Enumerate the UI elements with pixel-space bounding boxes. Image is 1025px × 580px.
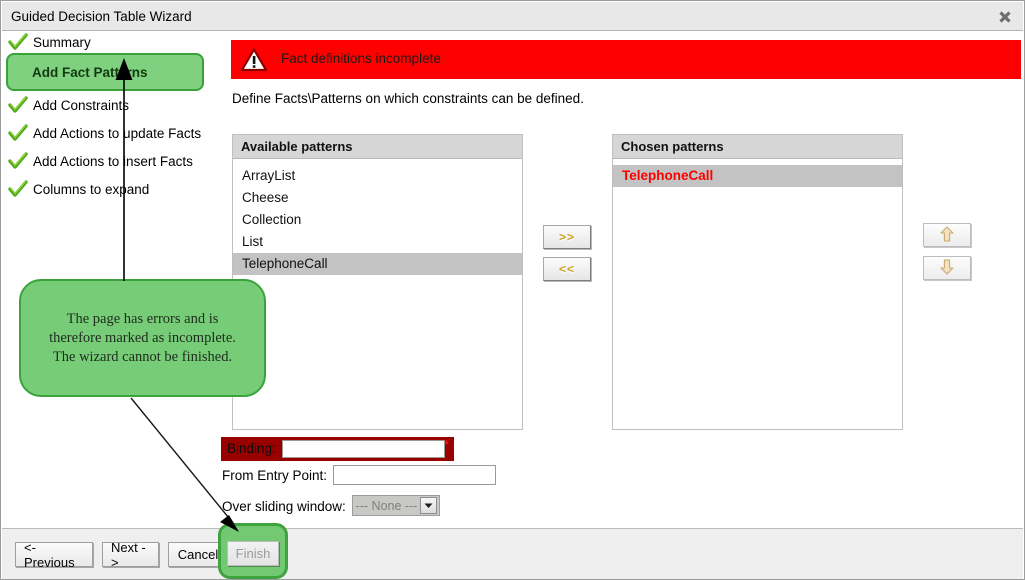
move-up-button[interactable] (923, 223, 971, 247)
sidebar-item-add-constraints[interactable]: Add Constraints (8, 94, 208, 116)
next-button[interactable]: Next -> (102, 540, 159, 570)
window-title: Guided Decision Table Wizard (11, 9, 192, 24)
wizard-footer: <- Previous Next -> Cancel (2, 528, 1023, 579)
checkmark-icon (8, 152, 28, 170)
checkmark-icon (8, 33, 28, 51)
window-titlebar: Guided Decision Table Wizard (2, 2, 1023, 31)
sidebar-item-summary[interactable]: Summary (8, 31, 208, 53)
remove-pattern-button[interactable]: << (543, 257, 591, 281)
entry-point-input[interactable] (333, 465, 496, 485)
list-item-selected[interactable]: TelephoneCall (233, 253, 522, 275)
close-icon[interactable] (997, 9, 1013, 25)
available-patterns-list[interactable]: ArrayList Cheese Collection List Telepho… (233, 159, 522, 275)
add-pattern-button[interactable]: >> (543, 225, 591, 249)
sidebar-item-label: Summary (33, 34, 91, 50)
annotation-callout-text: The page has errors and is therefore mar… (49, 310, 236, 365)
arrow-down-icon (940, 258, 954, 278)
required-asterisk: * (443, 437, 449, 452)
available-patterns-header: Available patterns (233, 135, 522, 159)
sidebar-item-label: Add Constraints (33, 97, 130, 113)
chosen-patterns-list[interactable]: TelephoneCall (613, 159, 902, 187)
sliding-window-value: --- None --- (355, 498, 418, 513)
warning-triangle-icon (240, 48, 268, 72)
checkmark-icon (8, 124, 28, 142)
sidebar-item-columns-to-expand[interactable]: Columns to expand (8, 178, 208, 200)
binding-row: Binding: * (221, 437, 454, 461)
sliding-window-select[interactable]: --- None --- (352, 495, 440, 516)
page-description: Define Facts\Patterns on which constrain… (232, 91, 584, 106)
chevron-down-icon (420, 497, 437, 514)
entry-point-label: From Entry Point: (222, 468, 328, 483)
chosen-patterns-header: Chosen patterns (613, 135, 902, 159)
sidebar-item-label: Add Fact Patterns (32, 64, 148, 80)
list-item[interactable]: List (242, 234, 264, 249)
error-banner: Fact definitions incomplete (231, 40, 1021, 79)
checkmark-icon (8, 180, 28, 198)
checkmark-icon (8, 96, 28, 114)
move-down-button[interactable] (923, 256, 971, 280)
sidebar-item-label: Add Actions to update Facts (33, 125, 202, 141)
list-item[interactable]: Collection (242, 212, 302, 227)
list-item[interactable]: Cheese (242, 190, 289, 205)
sliding-window-label: Over sliding window: (222, 499, 346, 514)
arrow-up-icon (940, 225, 954, 245)
binding-input[interactable] (282, 440, 445, 458)
sidebar-item-add-actions-update-facts[interactable]: Add Actions to update Facts (8, 122, 208, 144)
annotation-callout: The page has errors and is therefore mar… (19, 279, 266, 397)
sidebar-item-add-actions-insert-facts[interactable]: Add Actions to insert Facts (8, 150, 208, 172)
previous-button[interactable]: <- Previous (15, 540, 93, 570)
list-item[interactable]: ArrayList (242, 168, 296, 183)
binding-label: Binding: (227, 441, 276, 456)
wizard-page: Fact definitions incomplete Define Facts… (216, 31, 1023, 527)
list-item-selected[interactable]: TelephoneCall (613, 165, 902, 187)
sidebar-item-add-fact-patterns[interactable]: Add Fact Patterns (6, 53, 204, 91)
error-message: Fact definitions incomplete (281, 51, 441, 66)
sidebar-item-label: Columns to expand (33, 181, 150, 197)
chosen-patterns-panel: Chosen patterns TelephoneCall (612, 134, 903, 430)
available-patterns-panel: Available patterns ArrayList Cheese Coll… (232, 134, 523, 430)
sidebar-item-label: Add Actions to insert Facts (33, 153, 193, 169)
finish-button: Finish (227, 541, 279, 566)
